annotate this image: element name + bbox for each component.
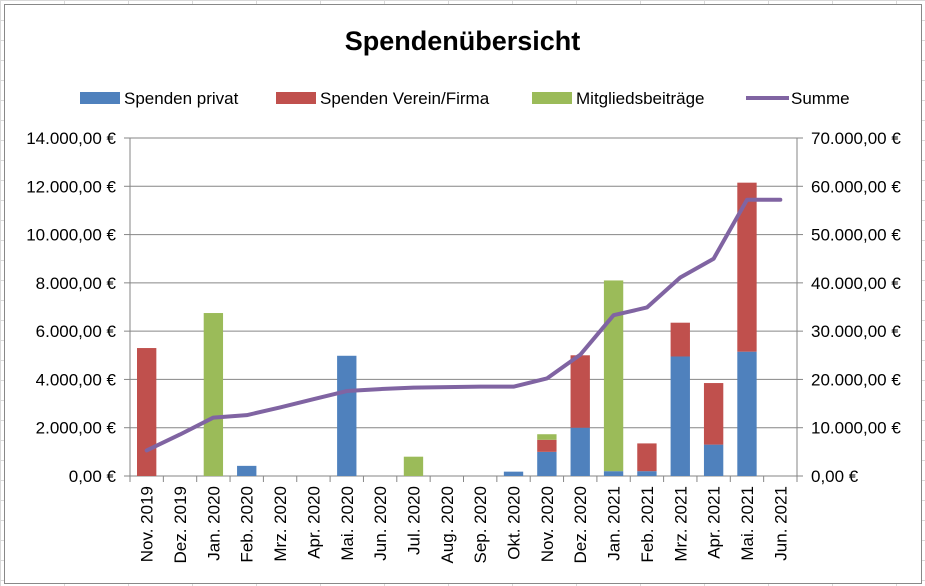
x-tick-label: Nov. 2020 xyxy=(538,486,557,562)
line-point xyxy=(746,199,748,201)
x-tick-label: Aug. 2020 xyxy=(438,486,457,564)
x-tick-label: Mai. 2020 xyxy=(338,486,357,561)
x-tick-label: Mrz. 2021 xyxy=(671,486,690,562)
line-point xyxy=(146,449,148,451)
x-tick-label: Nov. 2019 xyxy=(138,486,157,562)
bar xyxy=(237,465,257,476)
bar xyxy=(603,280,624,472)
y-right-tick-label: 0,00 € xyxy=(811,467,859,486)
bar xyxy=(203,313,224,476)
plot-area xyxy=(129,137,798,477)
line-point xyxy=(412,387,414,389)
bar xyxy=(637,443,657,472)
y-left-tick-label: 8.000,00 € xyxy=(36,274,117,293)
bar xyxy=(537,451,557,476)
y-left-tick-label: 10.000,00 € xyxy=(26,226,116,245)
y-left-tick-label: 0,00 € xyxy=(69,467,117,486)
line-point xyxy=(246,414,248,416)
line-point xyxy=(446,386,448,388)
bar xyxy=(603,471,624,476)
chart-title: Spendenübersicht xyxy=(344,26,581,56)
bar xyxy=(637,471,657,476)
x-tick-label: Sep. 2020 xyxy=(471,486,490,564)
y-right-tick-label: 40.000,00 € xyxy=(811,274,901,293)
legend-label: Summe xyxy=(791,89,850,108)
line-point xyxy=(513,386,515,388)
legend-label: Mitgliedsbeiträge xyxy=(576,89,705,108)
x-tick-label: Jul. 2020 xyxy=(404,486,423,555)
x-tick-label: Feb. 2020 xyxy=(238,486,257,563)
x-tick-label: Jun. 2021 xyxy=(771,486,790,561)
bar xyxy=(703,383,724,445)
x-tick-label: Apr. 2021 xyxy=(705,486,724,559)
y-right-tick-label: 50.000,00 € xyxy=(811,226,901,245)
legend-label: Spenden Verein/Firma xyxy=(320,89,490,108)
bar xyxy=(537,439,557,452)
x-tick-label: Jan. 2020 xyxy=(204,486,223,561)
y-left-tick-label: 14.000,00 € xyxy=(26,129,116,148)
bar xyxy=(403,456,424,476)
x-tick-label: Apr. 2020 xyxy=(304,486,323,559)
y-left-tick-label: 6.000,00 € xyxy=(36,322,117,341)
bar xyxy=(570,427,590,476)
bar xyxy=(570,355,590,428)
x-tick-label: Mai. 2021 xyxy=(738,486,757,561)
y-right-tick-label: 70.000,00 € xyxy=(811,129,901,148)
legend-swatch xyxy=(276,92,316,104)
bar xyxy=(737,182,757,352)
line-point xyxy=(679,277,681,279)
bar xyxy=(137,348,157,476)
y-right-tick-label: 30.000,00 € xyxy=(811,322,901,341)
bar xyxy=(337,355,357,476)
y-left-tick-label: 12.000,00 € xyxy=(26,177,116,196)
bar xyxy=(670,356,690,476)
line-point xyxy=(212,417,214,419)
line-point xyxy=(646,306,648,308)
line-point xyxy=(546,377,548,379)
line-point xyxy=(379,388,381,390)
y-right-tick-label: 20.000,00 € xyxy=(811,370,901,389)
summe-line xyxy=(144,197,783,453)
bar xyxy=(737,351,757,476)
y-left-tick-label: 2.000,00 € xyxy=(36,419,117,438)
line-point xyxy=(346,390,348,392)
line-point xyxy=(179,433,181,435)
line-point xyxy=(279,406,281,408)
x-tick-label: Okt. 2020 xyxy=(505,486,524,560)
line-point xyxy=(312,398,314,400)
bar xyxy=(703,444,724,476)
legend-swatch xyxy=(532,92,572,104)
line-point xyxy=(713,258,715,260)
y-right-tick-label: 10.000,00 € xyxy=(811,419,901,438)
line-point xyxy=(613,314,615,316)
legend-swatch xyxy=(80,92,120,104)
x-tick-label: Mrz. 2020 xyxy=(271,486,290,562)
line-point xyxy=(479,386,481,388)
bar xyxy=(670,322,690,357)
x-tick-label: Dez. 2019 xyxy=(171,486,190,564)
legend-label: Spenden privat xyxy=(124,89,239,108)
line-point xyxy=(579,354,581,356)
y-right-tick-label: 60.000,00 € xyxy=(811,177,901,196)
y-left-tick-label: 4.000,00 € xyxy=(36,370,117,389)
bar xyxy=(503,471,524,476)
x-tick-label: Jan. 2021 xyxy=(605,486,624,561)
x-tick-label: Dez. 2020 xyxy=(571,486,590,564)
x-tick-label: Jun. 2020 xyxy=(371,486,390,561)
line-point xyxy=(779,199,781,201)
bar xyxy=(537,434,557,440)
x-tick-label: Feb. 2021 xyxy=(638,486,657,563)
